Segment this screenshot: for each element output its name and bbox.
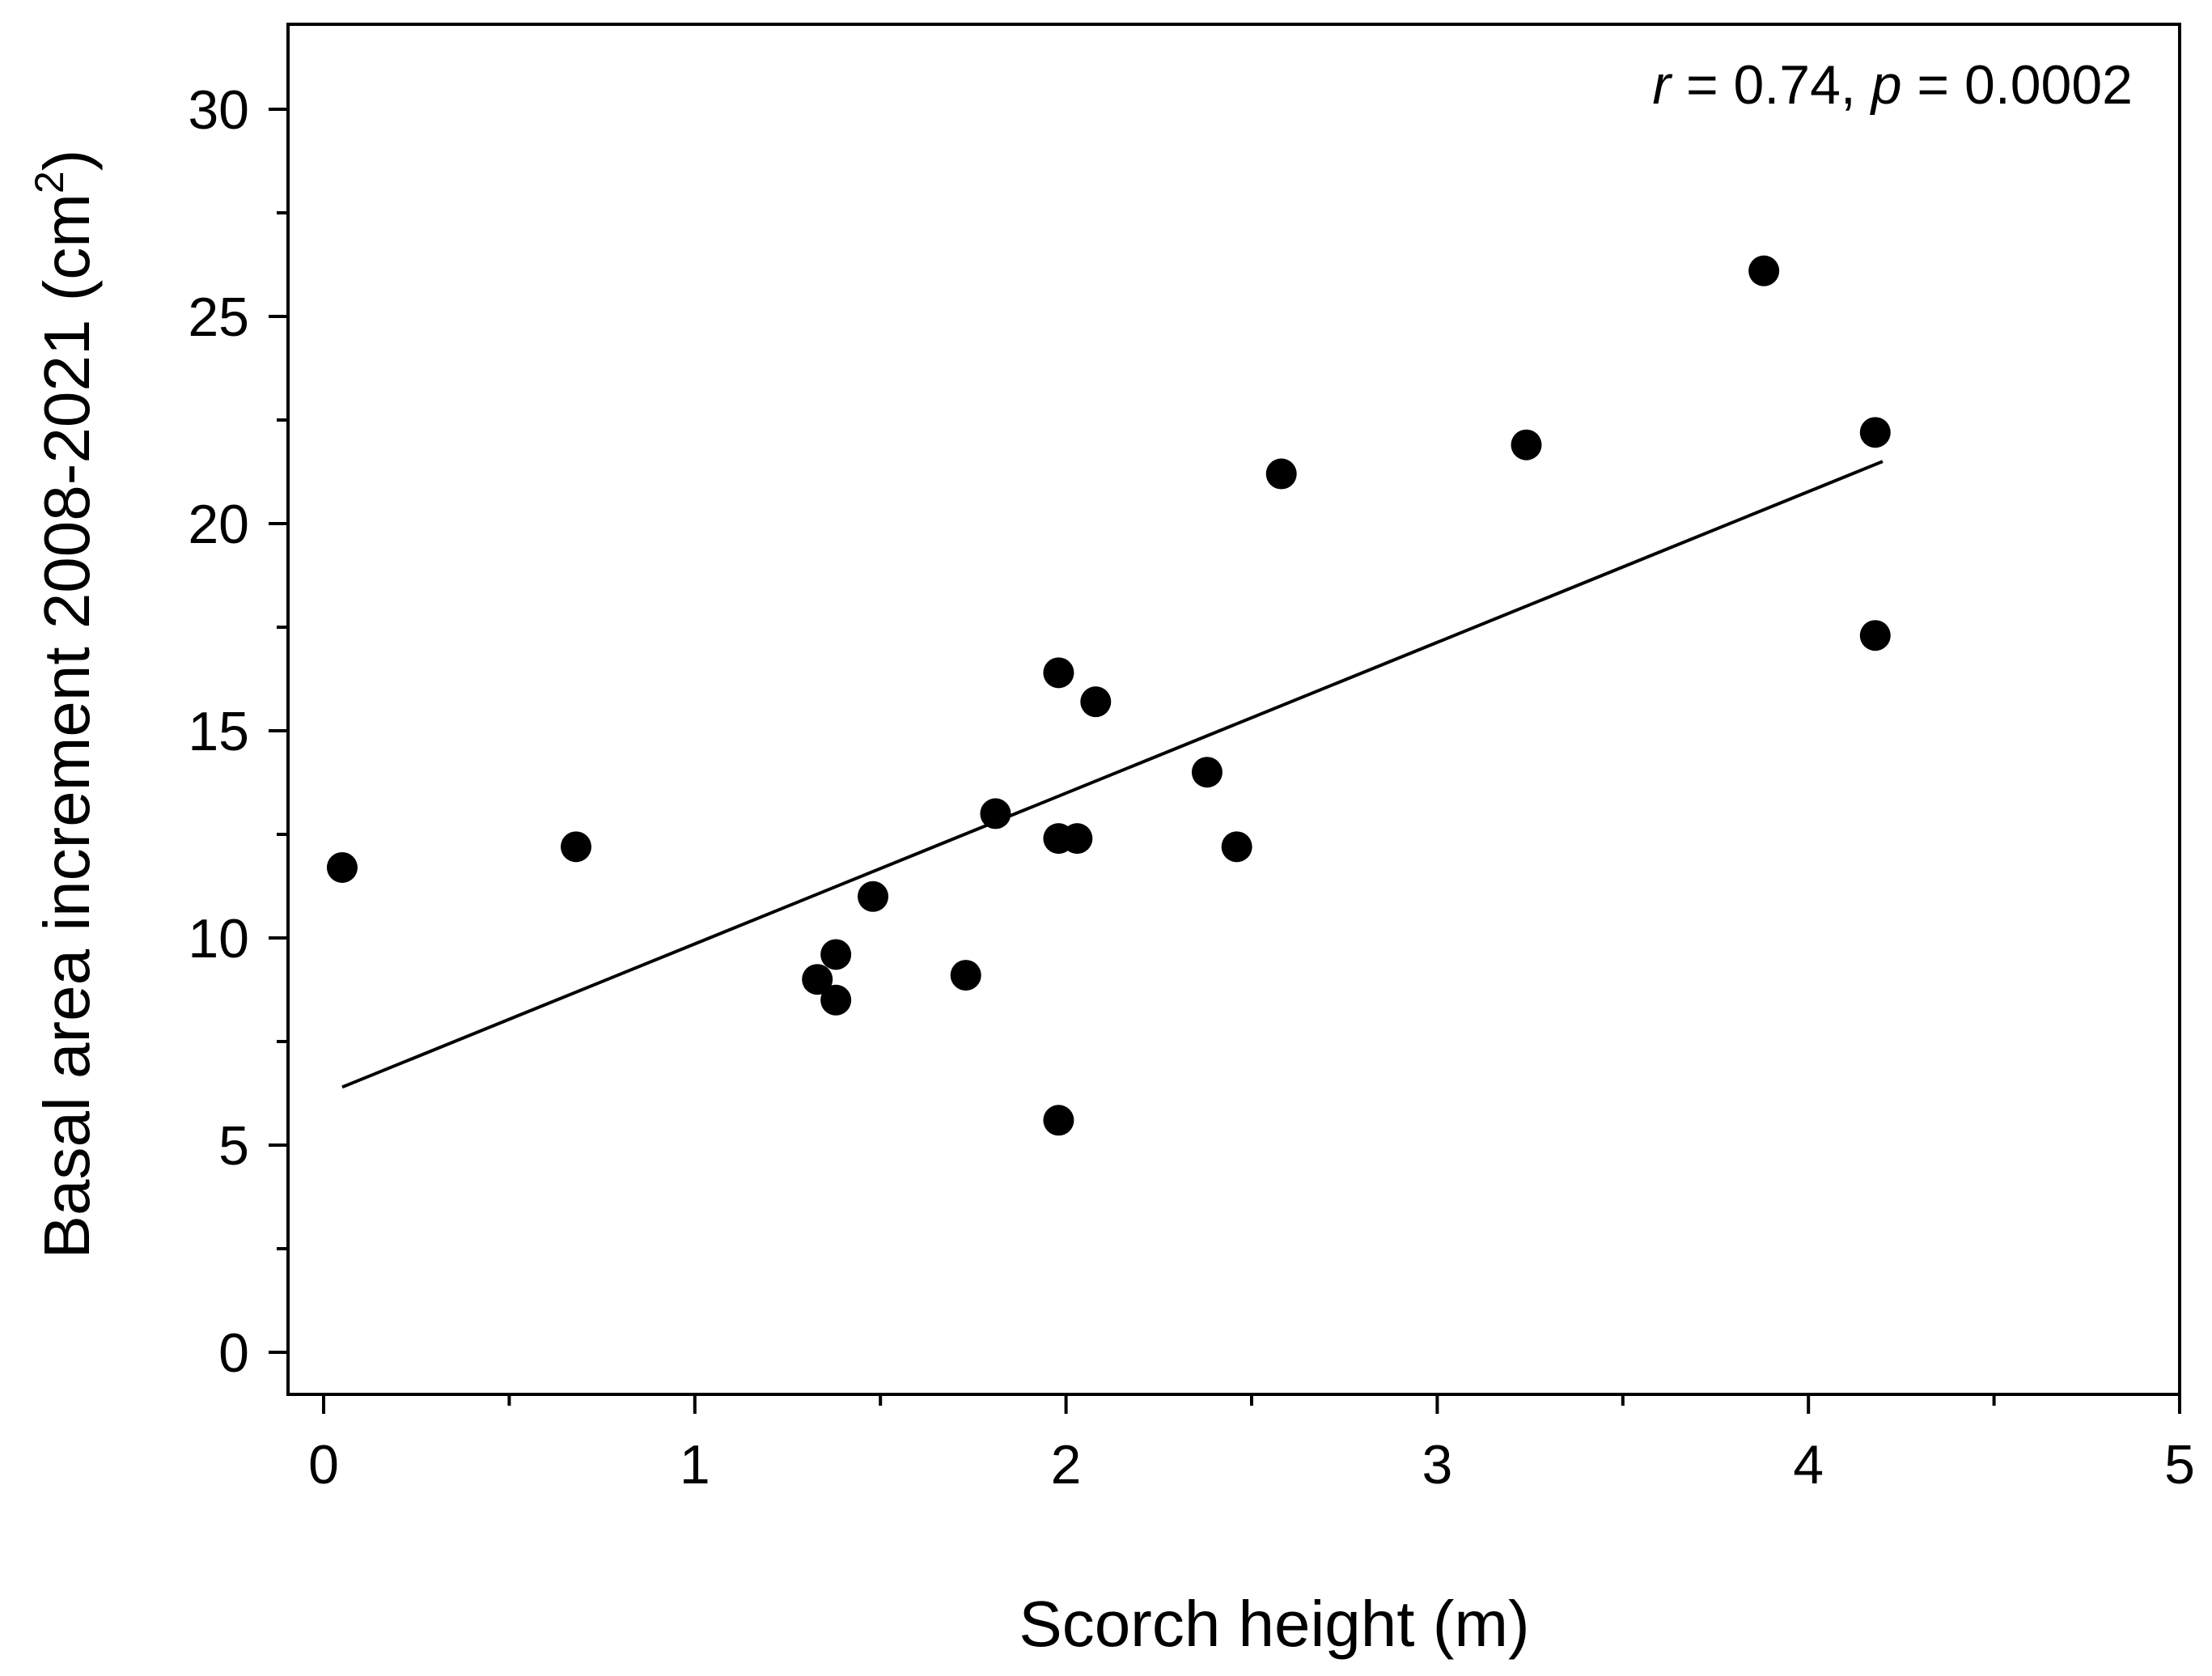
r-value: = 0.74,: [1671, 54, 1871, 116]
data-point: [1265, 458, 1297, 490]
y-tick-label: 30: [188, 79, 249, 141]
x-axis-ticks: 0 1 2 3 4 5: [308, 1394, 2195, 1496]
y-axis-title: Basal area increment 2008-2021 (cm2): [27, 150, 103, 1259]
data-point: [1062, 823, 1093, 855]
data-point: [1221, 831, 1252, 863]
plot-frame: [286, 23, 2181, 1396]
correlation-annotation: r = 0.74, p = 0.0002: [1652, 54, 2133, 116]
data-point: [858, 880, 889, 912]
y-tick-label: 10: [188, 908, 249, 970]
data-point: [1080, 686, 1112, 718]
r-symbol: r: [1652, 54, 1672, 116]
data-point: [1859, 417, 1891, 448]
data-point: [950, 960, 981, 991]
data-point: [820, 984, 852, 1016]
y-axis-title-superscript: 2: [27, 171, 72, 193]
regression-line-layer: [341, 460, 1884, 1089]
y-tick-label: 5: [218, 1115, 249, 1177]
y-axis-title-main: Basal area increment 2008-2021 (cm: [31, 193, 103, 1258]
p-symbol: p: [1870, 54, 1902, 116]
data-point: [1043, 657, 1074, 689]
data-point: [1511, 429, 1542, 460]
data-point: [1191, 757, 1223, 788]
x-tick-label: 4: [1793, 1434, 1824, 1496]
data-point: [560, 831, 591, 863]
y-axis-ticks: 0 5 10 15 20 25 30: [188, 79, 288, 1384]
x-tick-label: 0: [308, 1434, 339, 1496]
regression-line: [341, 460, 1884, 1089]
data-point: [1043, 1105, 1074, 1136]
data-point: [1748, 255, 1780, 286]
x-tick-label: 1: [680, 1434, 710, 1496]
data-point: [326, 851, 358, 883]
data-point: [1859, 620, 1891, 651]
x-tick-label: 3: [1422, 1434, 1452, 1496]
y-axis-title-close: ): [31, 150, 103, 172]
data-point: [980, 798, 1011, 830]
data-point: [802, 964, 833, 995]
data-point: [820, 939, 852, 970]
x-tick-label: 5: [2164, 1434, 2195, 1496]
data-points-layer: [326, 255, 1891, 1136]
y-tick-label: 0: [218, 1322, 249, 1384]
x-tick-label: 2: [1051, 1434, 1082, 1496]
y-tick-label: 20: [188, 494, 249, 555]
p-value: = 0.0002: [1902, 54, 2133, 116]
x-axis-title: Scorch height (m): [1019, 1588, 1529, 1660]
y-tick-label: 15: [188, 701, 249, 762]
y-tick-label: 25: [188, 286, 249, 348]
